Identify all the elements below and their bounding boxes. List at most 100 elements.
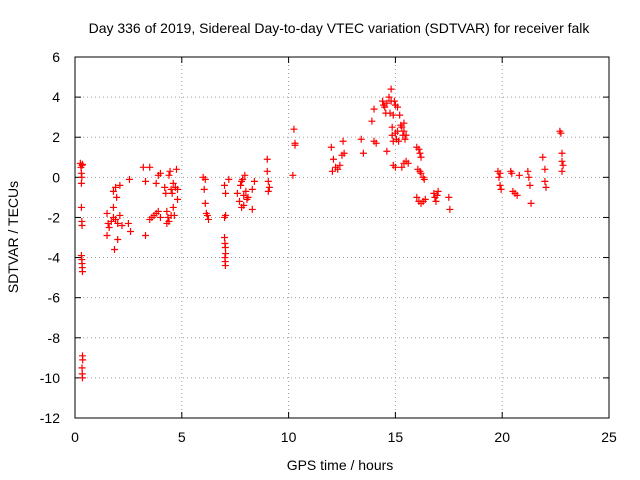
data-point [78, 364, 86, 372]
data-point [201, 199, 209, 207]
data-point [166, 167, 174, 175]
data-point [161, 183, 169, 191]
y-tick-label: 6 [52, 49, 60, 65]
data-point [417, 169, 425, 177]
data-point [222, 211, 230, 219]
y-tick-label: -4 [48, 250, 61, 266]
data-point [432, 197, 440, 205]
data-point [525, 173, 533, 181]
data-point [558, 167, 566, 175]
data-point [205, 215, 212, 223]
data-point [557, 129, 565, 137]
data-point [401, 135, 409, 143]
data-point [421, 195, 429, 203]
data-point [139, 163, 147, 171]
data-point [169, 203, 177, 211]
data-point [416, 149, 424, 157]
data-point [539, 153, 547, 161]
data-point [359, 149, 367, 157]
data-point [78, 268, 86, 276]
data-point [398, 123, 406, 131]
grid-lines [75, 57, 609, 418]
data-point [248, 205, 256, 213]
x-tick-label: 0 [71, 429, 79, 445]
y-tick-label: -2 [48, 209, 61, 225]
data-point [391, 163, 399, 171]
data-point [127, 227, 135, 235]
data-point [264, 187, 272, 195]
data-point [327, 143, 335, 151]
data-point [508, 169, 516, 177]
data-point [141, 231, 149, 239]
data-point [125, 175, 133, 183]
data-point [113, 193, 121, 201]
data-point [174, 185, 182, 193]
data-point [558, 157, 566, 165]
data-point [165, 171, 173, 179]
data-point [433, 191, 441, 199]
data-point [239, 175, 247, 183]
data-point [291, 141, 299, 149]
data-point [109, 187, 117, 195]
data-point [383, 99, 391, 107]
data-point [154, 207, 162, 215]
data-point [389, 111, 397, 119]
data-point [542, 183, 550, 191]
data-point [103, 231, 111, 239]
data-point [396, 111, 404, 119]
data-points [76, 85, 567, 382]
data-point [244, 193, 252, 201]
data-point [77, 179, 85, 187]
data-point [495, 173, 503, 181]
data-point [156, 213, 164, 221]
data-point [526, 181, 534, 189]
data-point [265, 183, 273, 191]
data-point [290, 125, 298, 133]
data-point [146, 163, 154, 171]
data-point [334, 165, 342, 173]
chart-title: Day 336 of 2019, Sidereal Day-to-day VTE… [89, 20, 591, 36]
data-point [559, 161, 567, 169]
data-point [379, 97, 387, 105]
data-point [415, 145, 423, 153]
data-point [235, 197, 243, 205]
x-axis: 0 5 10 15 20 25 [71, 57, 617, 445]
x-tick-label: 5 [178, 429, 186, 445]
data-point [103, 209, 111, 217]
data-point [78, 374, 86, 382]
data-point [112, 215, 120, 223]
y-tick-label: -10 [40, 370, 60, 386]
plot-border [74, 56, 610, 419]
data-point [241, 171, 249, 179]
data-point [541, 165, 549, 173]
data-point [398, 163, 406, 171]
data-point [221, 262, 229, 270]
y-tick-label: -8 [48, 330, 61, 346]
data-point [413, 193, 421, 201]
data-point [370, 105, 378, 113]
data-point [385, 93, 393, 101]
data-point [77, 203, 85, 211]
data-point [400, 119, 408, 127]
data-point [404, 159, 412, 167]
data-point [434, 187, 442, 195]
data-point [79, 356, 87, 364]
data-point [114, 219, 122, 227]
data-point [250, 177, 258, 185]
data-point [395, 137, 403, 145]
data-point [168, 189, 176, 197]
data-point [513, 191, 521, 199]
data-point [263, 167, 271, 175]
data-point [221, 234, 229, 241]
data-point [172, 165, 180, 173]
data-point [558, 149, 566, 157]
data-point [116, 211, 124, 219]
data-point [222, 250, 230, 258]
data-point [118, 221, 126, 229]
data-point [237, 181, 245, 189]
data-point [497, 185, 505, 193]
data-point [203, 211, 211, 219]
data-point [111, 246, 119, 254]
y-tick-label: 2 [52, 129, 60, 145]
